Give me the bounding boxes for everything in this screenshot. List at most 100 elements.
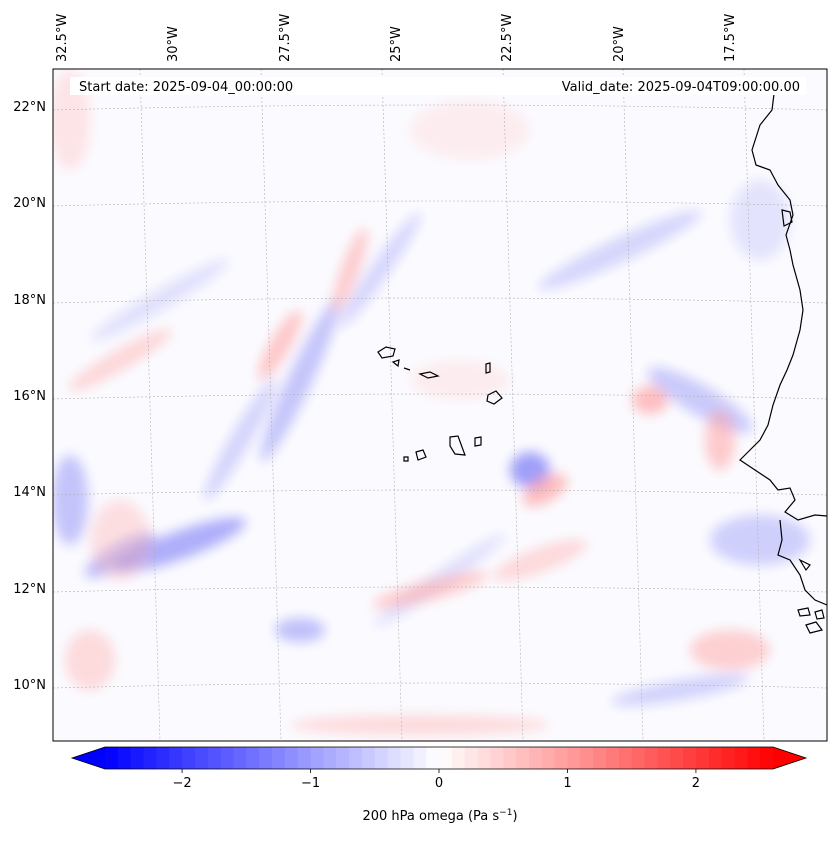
colorbar-cell <box>657 747 671 769</box>
island-maio <box>474 436 482 447</box>
meridian-line <box>622 69 644 741</box>
colorbar-cell <box>310 747 324 769</box>
meridian-line <box>260 69 282 741</box>
colorbar-cell <box>516 747 530 769</box>
colorbar-cell <box>156 747 170 769</box>
colorbar-cell <box>439 747 453 769</box>
omega-field <box>53 70 810 735</box>
colorbar-cell <box>593 747 607 769</box>
colorbar-cell <box>207 747 222 769</box>
lat-label-20n: 20°N <box>13 196 46 211</box>
lat-label-16n: 16°N <box>13 389 46 404</box>
colorbar-tick-label: 0 <box>435 776 443 791</box>
colorbar-cell <box>413 747 427 769</box>
colorbar-cell <box>747 747 761 769</box>
island-sal <box>485 362 491 374</box>
colorbar-cell <box>169 747 183 769</box>
header-box <box>70 77 806 95</box>
longitude-labels: 32.5°W 30°W 27.5°W 25°W 22.5°W 20°W 17.5… <box>55 14 738 62</box>
island-sao-vicente <box>391 359 400 368</box>
lat-label-22n: 22°N <box>13 100 46 115</box>
colorbar-tick-label: −2 <box>172 776 191 791</box>
map-frame <box>52 68 828 742</box>
colorbar-high-extension <box>773 747 806 769</box>
colorbar-cell <box>721 747 736 769</box>
lon-label-20w: 20°W <box>612 26 627 62</box>
lon-label-32-5w: 32.5°W <box>55 14 70 62</box>
colorbar-cell <box>105 747 119 769</box>
colorbar-cell <box>130 747 145 769</box>
colorbar-cell <box>683 747 697 769</box>
colorbar-title-close: ) <box>512 809 517 824</box>
meridian-line <box>502 69 524 741</box>
colorbar-cell <box>284 747 299 769</box>
lon-label-27-5w: 27.5°W <box>278 14 293 62</box>
colorbar-tick-label: −1 <box>301 776 320 791</box>
start-date-label: Start date: 2025-09-04_00:00:00 <box>79 80 293 95</box>
african-coastline <box>739 85 827 521</box>
colorbar-cell <box>464 747 479 769</box>
colorbar-title-sup: −1 <box>499 808 512 818</box>
colorbar: −2 −1 0 1 2 200 hPa omega (Pa s−1) <box>70 746 808 824</box>
colorbar-cell <box>374 747 389 769</box>
colorbar-ticks: −2 −1 0 1 2 <box>172 769 700 791</box>
colorbar-cell <box>541 747 556 769</box>
colorbar-cell <box>734 747 748 769</box>
colorbar-cell <box>233 747 247 769</box>
colorbar-cell <box>323 747 337 769</box>
colorbar-low-extension <box>72 747 105 769</box>
colorbar-cell <box>451 747 466 769</box>
latitude-labels: 22°N 20°N 18°N 16°N 14°N 12°N 10°N <box>13 100 46 693</box>
colorbar-cell <box>554 747 569 769</box>
colorbar-cell <box>220 747 235 769</box>
island-sao-nicolau <box>418 371 440 379</box>
colorbar-cell <box>272 747 286 769</box>
lat-label-18n: 18°N <box>13 293 46 308</box>
meridian-line <box>381 69 403 741</box>
colorbar-cell <box>182 747 196 769</box>
colorbar-cell <box>400 747 414 769</box>
colorbar-cell <box>503 747 517 769</box>
meridian-line <box>139 69 161 741</box>
colorbar-cell <box>259 747 273 769</box>
island-fogo <box>415 449 427 461</box>
island-santiago <box>449 435 466 456</box>
island-brava <box>403 456 409 462</box>
colorbar-cell <box>477 747 491 769</box>
island-santo-antao <box>377 346 396 359</box>
colorbar-cell <box>528 747 543 769</box>
colorbar-cell <box>644 747 658 769</box>
colorbar-cell <box>336 747 350 769</box>
colorbar-cell <box>695 747 710 769</box>
colorbar-cells <box>105 747 774 769</box>
colorbar-cell <box>631 747 646 769</box>
lon-label-30w: 30°W <box>166 26 181 62</box>
colorbar-cell <box>708 747 723 769</box>
colorbar-tick-label: 1 <box>563 776 571 791</box>
lat-label-14n: 14°N <box>13 485 46 500</box>
colorbar-tick-label: 2 <box>692 776 700 791</box>
colorbar-cell <box>143 747 157 769</box>
colorbar-cell <box>618 747 633 769</box>
lat-label-12n: 12°N <box>13 582 46 597</box>
colorbar-cell <box>606 747 620 769</box>
colorbar-outline <box>70 746 808 770</box>
lon-label-17-5w: 17.5°W <box>723 14 738 62</box>
colorbar-cell <box>117 747 132 769</box>
colorbar-cell <box>490 747 504 769</box>
colorbar-title: 200 hPa omega (Pa s−1) <box>362 808 517 824</box>
meridian-line <box>743 69 765 741</box>
valid-date-label: Valid_date: 2025-09-04T09:00:00.00 <box>562 80 800 95</box>
colorbar-cell <box>194 747 209 769</box>
lat-label-10n: 10°N <box>13 678 46 693</box>
colorbar-cell <box>760 747 774 769</box>
coastlines <box>377 85 827 634</box>
colorbar-cell <box>426 747 440 769</box>
colorbar-cell <box>580 747 594 769</box>
island-boa-vista <box>486 390 503 405</box>
colorbar-cell <box>387 747 402 769</box>
colorbar-cell <box>670 747 684 769</box>
lon-label-25w: 25°W <box>389 26 404 62</box>
